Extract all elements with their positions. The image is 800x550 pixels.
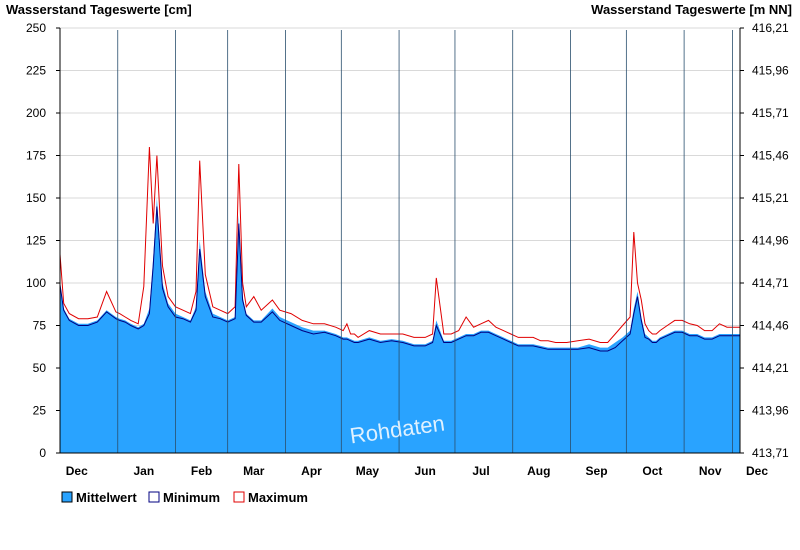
left-axis-ticks: 0 25 50 75 100 125 150 175 200 225 250 bbox=[26, 21, 60, 460]
left-tick-label: 200 bbox=[26, 106, 46, 120]
left-tick-label: 0 bbox=[39, 446, 46, 460]
month-label: Jun bbox=[414, 464, 435, 478]
legend-label-maximum: Maximum bbox=[248, 490, 308, 505]
legend-label-minimum: Minimum bbox=[163, 490, 220, 505]
right-tick-label: 415,71 bbox=[752, 106, 789, 120]
right-axis-ticks: 413,71 413,96 414,21 414,46 414,71 414,96 415,… bbox=[740, 21, 789, 460]
series-maximum-line bbox=[59, 146, 740, 343]
month-label: May bbox=[356, 464, 380, 478]
month-label: Aug bbox=[527, 464, 550, 478]
left-tick-label: 250 bbox=[26, 21, 46, 35]
month-label: Nov bbox=[699, 464, 722, 478]
left-tick-label: 175 bbox=[26, 149, 46, 163]
month-label: Oct bbox=[642, 464, 662, 478]
right-tick-label: 414,71 bbox=[752, 276, 789, 290]
left-tick-label: 150 bbox=[26, 191, 46, 205]
right-tick-label: 414,21 bbox=[752, 361, 789, 375]
legend: Mittelwert Minimum Maximum bbox=[61, 490, 308, 505]
left-tick-label: 125 bbox=[26, 234, 46, 248]
left-tick-label: 75 bbox=[33, 319, 47, 333]
left-tick-label: 225 bbox=[26, 64, 46, 78]
left-tick-label: 50 bbox=[33, 361, 47, 375]
right-axis-title: Wasserstand Tageswerte [m NN] bbox=[591, 2, 792, 17]
left-axis-title: Wasserstand Tageswerte [cm] bbox=[6, 2, 192, 17]
month-divider-lines bbox=[117, 30, 733, 453]
right-tick-label: 415,46 bbox=[752, 149, 789, 163]
month-label: Apr bbox=[301, 464, 322, 478]
month-label: Jul bbox=[472, 464, 489, 478]
right-tick-label: 415,21 bbox=[752, 191, 789, 205]
month-label: Jan bbox=[133, 464, 154, 478]
right-tick-label: 414,46 bbox=[752, 319, 789, 333]
right-tick-label: 415,96 bbox=[752, 64, 789, 78]
legend-swatch-maximum bbox=[233, 491, 245, 503]
month-label: Dec bbox=[66, 464, 88, 478]
left-tick-label: 100 bbox=[26, 276, 46, 290]
legend-swatch-mittelwert bbox=[61, 491, 73, 503]
month-label: Feb bbox=[191, 464, 212, 478]
series-minimum-line bbox=[59, 206, 740, 352]
right-tick-label: 414,96 bbox=[752, 234, 789, 248]
month-label: Sep bbox=[586, 464, 608, 478]
month-labels: Dec Jan Feb Mar Apr May Jun Jul Aug Sep Oct Nov Dec bbox=[66, 464, 769, 478]
legend-label-mittelwert: Mittelwert bbox=[76, 490, 137, 505]
right-tick-label: 413,96 bbox=[752, 404, 789, 418]
legend-swatch-minimum bbox=[148, 491, 160, 503]
series-mittelwert-area bbox=[60, 198, 740, 453]
left-tick-label: 25 bbox=[33, 404, 47, 418]
right-tick-label: 413,71 bbox=[752, 446, 789, 460]
month-label: Mar bbox=[243, 464, 265, 478]
data-area-layer bbox=[59, 146, 740, 453]
month-label: Dec bbox=[746, 464, 768, 478]
right-tick-label: 416,21 bbox=[752, 21, 789, 35]
